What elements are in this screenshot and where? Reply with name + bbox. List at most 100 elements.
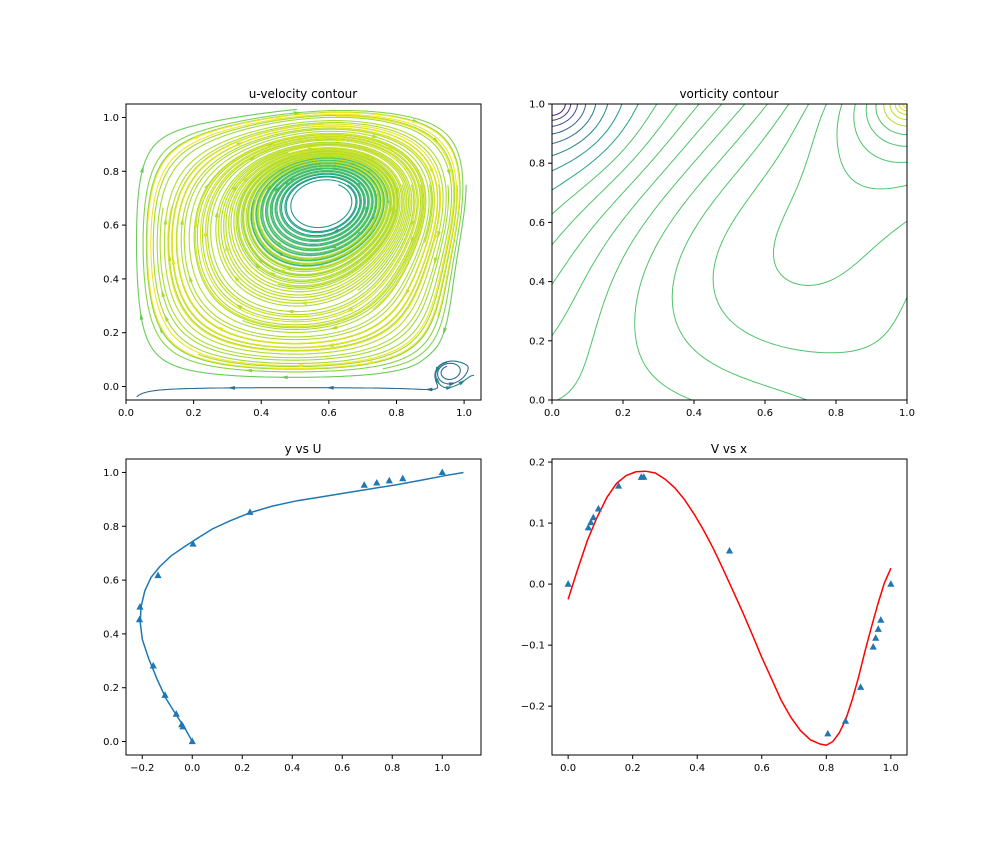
y-tick-label: 0.2 — [103, 328, 119, 339]
streamline-arrow — [215, 326, 224, 332]
streamline-arrow — [277, 269, 285, 274]
scatter-point — [594, 504, 603, 512]
streamline-arrow — [284, 178, 292, 185]
streamline — [146, 111, 461, 370]
u-velocity-axes-frame — [125, 103, 482, 401]
vorticity-contour-line — [712, 103, 908, 354]
y-tick-label: 1.0 — [529, 100, 545, 111]
streamline-arrow — [290, 177, 298, 183]
series-line — [567, 470, 892, 746]
streamline — [159, 120, 447, 359]
streamline-arrow — [163, 216, 168, 225]
scatter-point — [188, 737, 196, 745]
streamline — [152, 114, 456, 368]
y-tick-label: 0.0 — [103, 737, 119, 748]
streamline-arrow — [193, 219, 198, 228]
scatter-point — [587, 518, 595, 526]
streamline-arrow — [424, 387, 433, 392]
vorticity-title: vorticity contour — [679, 87, 778, 101]
streamline-arrow — [161, 289, 166, 298]
x-tick-label: −0.2 — [130, 763, 154, 774]
x-tick-label: 0.0 — [118, 408, 134, 419]
streamline-arrow — [429, 167, 434, 176]
streamline-arrow — [253, 262, 261, 269]
streamline-arrow — [442, 327, 447, 336]
streamline-arrow — [387, 146, 395, 152]
vorticity-contour-line — [551, 103, 572, 121]
scatter-point — [154, 571, 162, 579]
vorticity-contour-line — [898, 103, 908, 112]
streamline-arrow — [244, 368, 253, 373]
x-tick-label: 0.0 — [560, 763, 576, 774]
y-tick-label: 0.0 — [529, 396, 545, 407]
x-tick-label: 0.8 — [818, 763, 834, 774]
streamline-arrow — [204, 182, 211, 190]
vorticity-contour-line — [853, 103, 908, 163]
y-vs-u-panel: y vs U −0.2 0.0 0.2 0.4 0.6 0.8 1.0 0.0 0.2 0.4 0.… — [103, 442, 482, 774]
x-tick-label: 0.2 — [186, 408, 202, 419]
scatter-point — [640, 473, 648, 480]
u-velocity-ticks: 0.0 0.2 0.4 0.6 0.8 1.0 0.0 0.2 0.4 0.6 0.8 1.0 — [103, 113, 472, 419]
vorticity-contours — [551, 103, 908, 401]
streamline-arrow — [274, 239, 282, 247]
streamline — [238, 151, 398, 287]
y-tick-label: 0.6 — [529, 218, 545, 229]
scatter-point — [725, 546, 734, 554]
y-tick-label: 0.6 — [103, 221, 119, 232]
streamline-arrow — [295, 363, 303, 368]
streamline-arrow — [280, 375, 288, 380]
scatter-point — [189, 540, 197, 547]
v-vs-x-axes-frame — [551, 458, 908, 756]
y-vs-u-title: y vs U — [285, 442, 322, 456]
streamline-arrow — [139, 165, 144, 173]
vorticity-contour-line — [551, 103, 658, 215]
streamline-arrow — [299, 301, 307, 305]
streamline-arrow — [448, 382, 457, 387]
vorticity-contour-line — [551, 103, 597, 145]
x-tick-label: 0.4 — [689, 763, 705, 774]
streamline-arrow — [139, 312, 144, 320]
streamline-arrow — [225, 243, 230, 252]
streamline — [237, 151, 398, 288]
y-tick-label: 0.8 — [529, 159, 545, 170]
vorticity-axes-frame — [551, 103, 908, 401]
scatter-point — [874, 625, 882, 632]
x-tick-label: 0.6 — [757, 408, 773, 419]
vorticity-contour-line — [883, 103, 908, 127]
streamline-arrow — [164, 314, 170, 322]
streamline-arrow — [214, 209, 219, 218]
y-tick-label: 0.4 — [103, 274, 119, 285]
streamline-arrow — [345, 307, 354, 313]
streamline — [250, 157, 389, 267]
vorticity-contour-line — [551, 103, 609, 157]
y-tick-label: 0.2 — [529, 336, 545, 347]
scatter-point — [877, 616, 885, 623]
v-vs-x-panel: V vs x 0.0 0.2 0.4 0.6 0.8 1.0−0.2−0.10.00.10… — [521, 442, 908, 774]
streamline — [194, 133, 426, 328]
scatter-point — [872, 634, 880, 641]
x-tick-label: 0.6 — [321, 408, 337, 419]
streamline-arrow — [371, 134, 380, 139]
scatter-point — [589, 513, 597, 521]
scatter-point — [857, 683, 865, 690]
streamline-arrow — [203, 228, 208, 237]
x-tick-label: 1.0 — [434, 763, 450, 774]
x-tick-label: 0.0 — [544, 408, 560, 419]
x-tick-label: 0.8 — [389, 408, 405, 419]
scatter-point — [135, 615, 144, 623]
streamline-arrow — [257, 256, 264, 264]
streamline-arrow — [370, 224, 377, 233]
streamline-arrow — [275, 117, 284, 122]
vorticity-contour-line — [551, 103, 587, 135]
streamline-arrow — [296, 151, 305, 156]
x-tick-label: 0.8 — [828, 408, 844, 419]
y-tick-label: 0.4 — [529, 277, 545, 288]
vorticity-contour-line — [634, 103, 768, 401]
streamline-arrow — [458, 379, 466, 386]
v-vs-x-series — [564, 470, 895, 746]
streamline-arrow — [242, 175, 250, 183]
streamline-arrow — [316, 264, 324, 269]
scatter-point — [149, 661, 157, 669]
streamline-arrow — [433, 234, 438, 243]
